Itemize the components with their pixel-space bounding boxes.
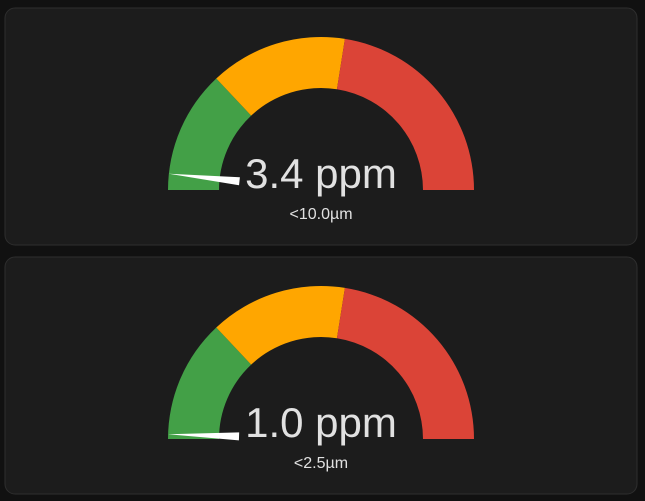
gauge-band — [336, 38, 474, 190]
gauge-needle — [168, 173, 240, 186]
gauge-needle — [168, 432, 240, 441]
gauge-value: 1.0 ppm — [245, 399, 397, 446]
gauge-band — [216, 36, 345, 116]
gauge-band — [336, 287, 474, 439]
gauge-name: <2.5µm — [294, 455, 348, 472]
gauge-band — [216, 286, 345, 365]
gauge-name: <10.0µm — [289, 206, 352, 223]
gauge-band — [168, 327, 252, 439]
gauge-card[interactable] — [4, 7, 638, 246]
gauge-band — [168, 78, 252, 190]
gauge-card[interactable] — [4, 256, 638, 495]
gauge-value: 3.4 ppm — [245, 150, 397, 197]
